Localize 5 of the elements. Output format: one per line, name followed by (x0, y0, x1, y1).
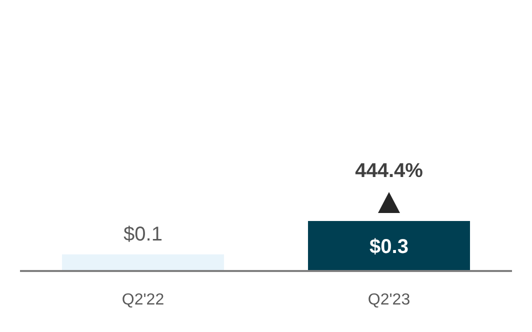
x-tick-label: Q2'22 (122, 291, 164, 308)
x-tick-label: Q2'23 (368, 291, 410, 308)
annotation: 444.4% (355, 160, 424, 182)
data-label: $0.3 (370, 236, 408, 258)
data-label: $0.1 (124, 223, 162, 246)
